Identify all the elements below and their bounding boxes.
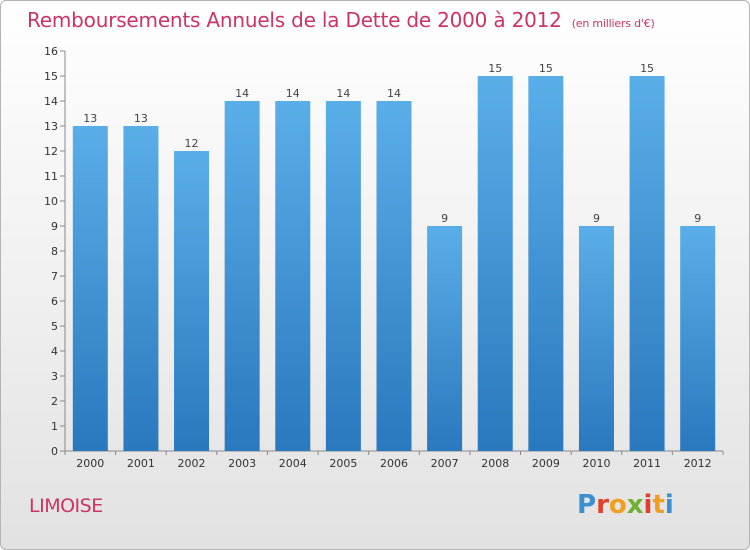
data-label-2001: 13 — [134, 112, 148, 125]
data-label-2007: 9 — [441, 212, 448, 225]
data-label-2006: 14 — [387, 87, 401, 100]
y-tick-label: 0 — [51, 445, 58, 458]
logo-letter: o — [608, 490, 627, 520]
data-label-2012: 9 — [694, 212, 701, 225]
x-tick-label-2002: 2002 — [178, 457, 206, 470]
x-tick-label-2004: 2004 — [279, 457, 307, 470]
data-label-2003: 14 — [235, 87, 249, 100]
data-label-2000: 13 — [83, 112, 97, 125]
y-tick-label: 12 — [44, 145, 58, 158]
y-tick-label: 1 — [51, 420, 58, 433]
x-tick-label-2010: 2010 — [582, 457, 610, 470]
bar-2012 — [680, 226, 716, 451]
y-tick-label: 11 — [44, 170, 58, 183]
bar-2006 — [376, 101, 412, 451]
data-labels: 13 13 12 14 14 14 14 9 15 15 9 15 9 — [83, 62, 701, 225]
bar-2009 — [528, 76, 564, 451]
y-tick-label: 6 — [51, 295, 58, 308]
bar-2003 — [224, 101, 260, 451]
logo-letter: x — [626, 490, 644, 520]
bar-2010 — [578, 226, 614, 451]
chart-title: Remboursements Annuels de la Dette de 20… — [27, 8, 655, 32]
bar-2005 — [325, 101, 361, 451]
x-tick-label-2003: 2003 — [228, 457, 256, 470]
y-tick-label: 14 — [44, 95, 58, 108]
y-tick-label: 3 — [51, 370, 58, 383]
data-label-2004: 14 — [286, 87, 300, 100]
y-tick-label: 10 — [44, 195, 58, 208]
bar-2002 — [174, 151, 210, 451]
bar-2004 — [275, 101, 311, 451]
logo-letter: r — [596, 490, 609, 520]
x-tick-label-2005: 2005 — [329, 457, 357, 470]
y-tick-label: 9 — [51, 220, 58, 233]
x-tick-label-2012: 2012 — [684, 457, 712, 470]
data-label-2005: 14 — [336, 87, 350, 100]
logo-letter: P — [577, 490, 597, 520]
y-tick-label: 15 — [44, 70, 58, 83]
bar-2001 — [123, 126, 159, 451]
bar-2008 — [477, 76, 513, 451]
x-tick-label-2009: 2009 — [532, 457, 560, 470]
bars — [72, 76, 716, 451]
bar-2000 — [72, 126, 108, 451]
data-label-2010: 9 — [593, 212, 600, 225]
proxiti-logo[interactable]: Proxiti — [577, 490, 674, 520]
y-tick-label: 7 — [51, 270, 58, 283]
data-label-2008: 15 — [488, 62, 502, 75]
y-tick-label: 8 — [51, 245, 58, 258]
data-label-2002: 12 — [185, 137, 199, 150]
logo-letter: i — [643, 490, 653, 520]
x-tick-label-2001: 2001 — [127, 457, 155, 470]
data-label-2009: 15 — [539, 62, 553, 75]
logo-letter: i — [664, 490, 674, 520]
x-tick-label-2011: 2011 — [633, 457, 661, 470]
x-tick-label-2000: 2000 — [76, 457, 104, 470]
bar-2007 — [427, 226, 463, 451]
y-tick-label: 2 — [51, 395, 58, 408]
chart-unit: (en milliers d'€) — [571, 17, 655, 30]
data-label-2011: 15 — [640, 62, 654, 75]
y-tick-label: 4 — [51, 345, 58, 358]
y-tick-label: 13 — [44, 120, 58, 133]
x-tick-label-2006: 2006 — [380, 457, 408, 470]
x-tick-label-2008: 2008 — [481, 457, 509, 470]
y-tick-label: 16 — [44, 45, 58, 58]
place-name: LIMOISE — [29, 495, 103, 517]
y-tick-label: 5 — [51, 320, 58, 333]
chart-title-text: Remboursements Annuels de la Dette de 20… — [27, 8, 562, 32]
x-tick-label-2007: 2007 — [431, 457, 459, 470]
logo-letter: t — [652, 490, 665, 520]
bar-2011 — [629, 76, 665, 451]
